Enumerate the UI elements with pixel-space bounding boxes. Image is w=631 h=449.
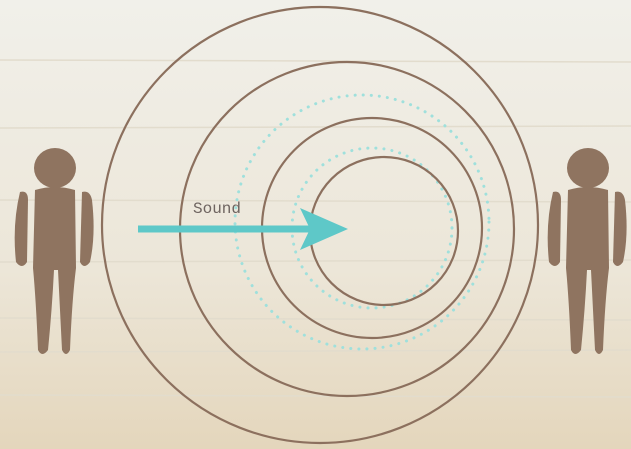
arrow-label: Sound xyxy=(193,200,241,218)
diagram: Sound xyxy=(0,0,631,449)
